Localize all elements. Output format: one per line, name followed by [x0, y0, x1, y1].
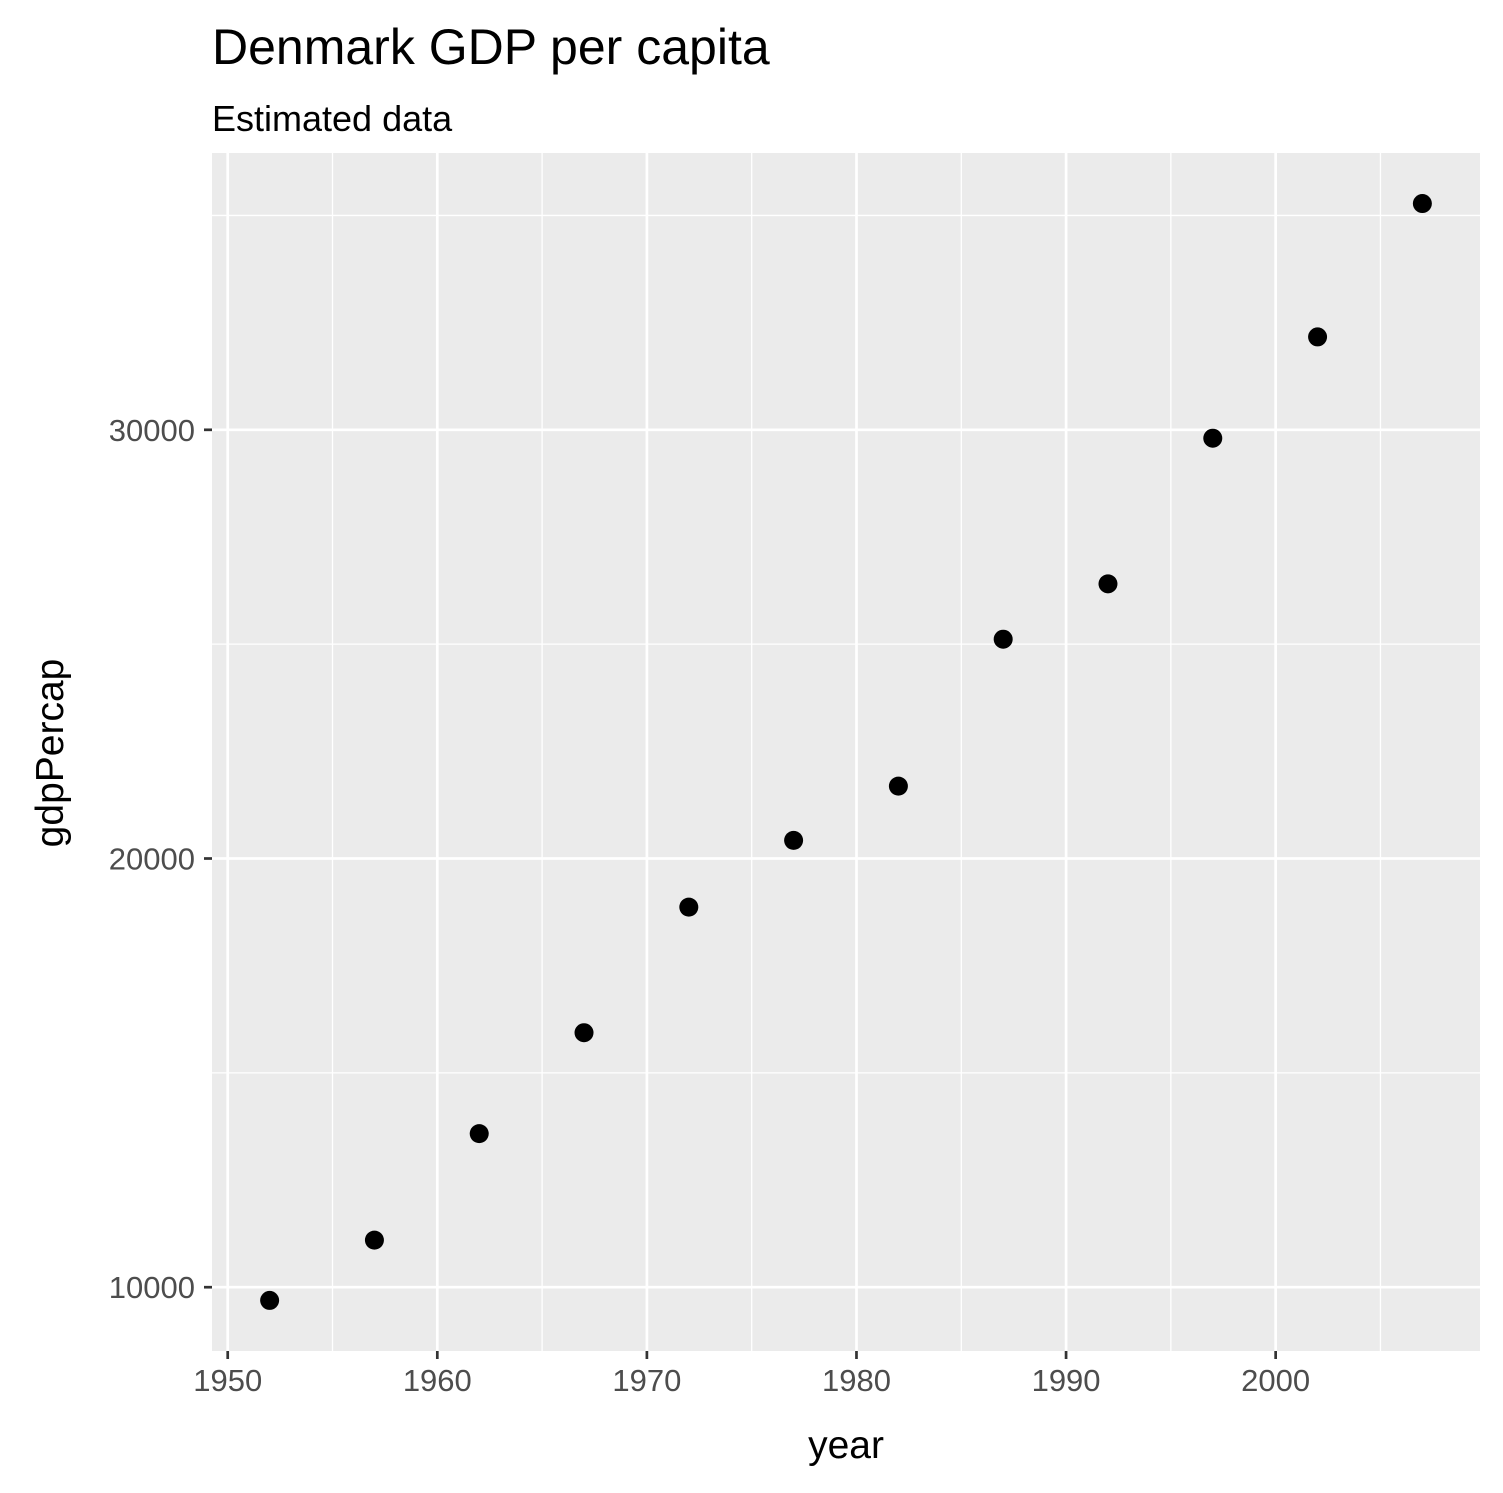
data-point — [679, 897, 699, 917]
chart-title: Denmark GDP per capita — [212, 19, 770, 75]
data-point — [1308, 327, 1328, 347]
x-tick-label: 1980 — [822, 1363, 891, 1398]
y-tick-label: 20000 — [109, 842, 195, 877]
x-axis: 1950 1960 1970 1980 1990 2000 — [193, 1351, 1310, 1398]
y-axis-title: gdpPercap — [29, 659, 72, 848]
data-point — [993, 629, 1013, 649]
data-point — [364, 1230, 384, 1250]
data-point — [784, 830, 804, 850]
data-points — [260, 194, 1432, 1310]
chart-subtitle: Estimated data — [212, 98, 453, 139]
minor-gridlines — [212, 153, 1480, 1351]
plot-panel — [212, 153, 1480, 1351]
x-tick-label: 1950 — [193, 1363, 262, 1398]
data-point — [574, 1023, 594, 1043]
x-tick-label: 1970 — [612, 1363, 681, 1398]
data-point — [1098, 574, 1118, 594]
x-tick-label: 2000 — [1241, 1363, 1310, 1398]
data-point — [1203, 428, 1223, 448]
data-point — [888, 776, 908, 796]
y-axis: 10000 20000 30000 — [109, 413, 212, 1305]
data-point — [1412, 194, 1432, 214]
y-tick-label: 30000 — [109, 413, 195, 448]
y-tick-label: 10000 — [109, 1270, 195, 1305]
x-axis-title: year — [808, 1424, 884, 1467]
x-tick-label: 1960 — [403, 1363, 472, 1398]
data-point — [469, 1124, 489, 1144]
x-tick-label: 1990 — [1032, 1363, 1101, 1398]
major-gridlines — [212, 153, 1480, 1351]
data-point — [260, 1290, 280, 1310]
